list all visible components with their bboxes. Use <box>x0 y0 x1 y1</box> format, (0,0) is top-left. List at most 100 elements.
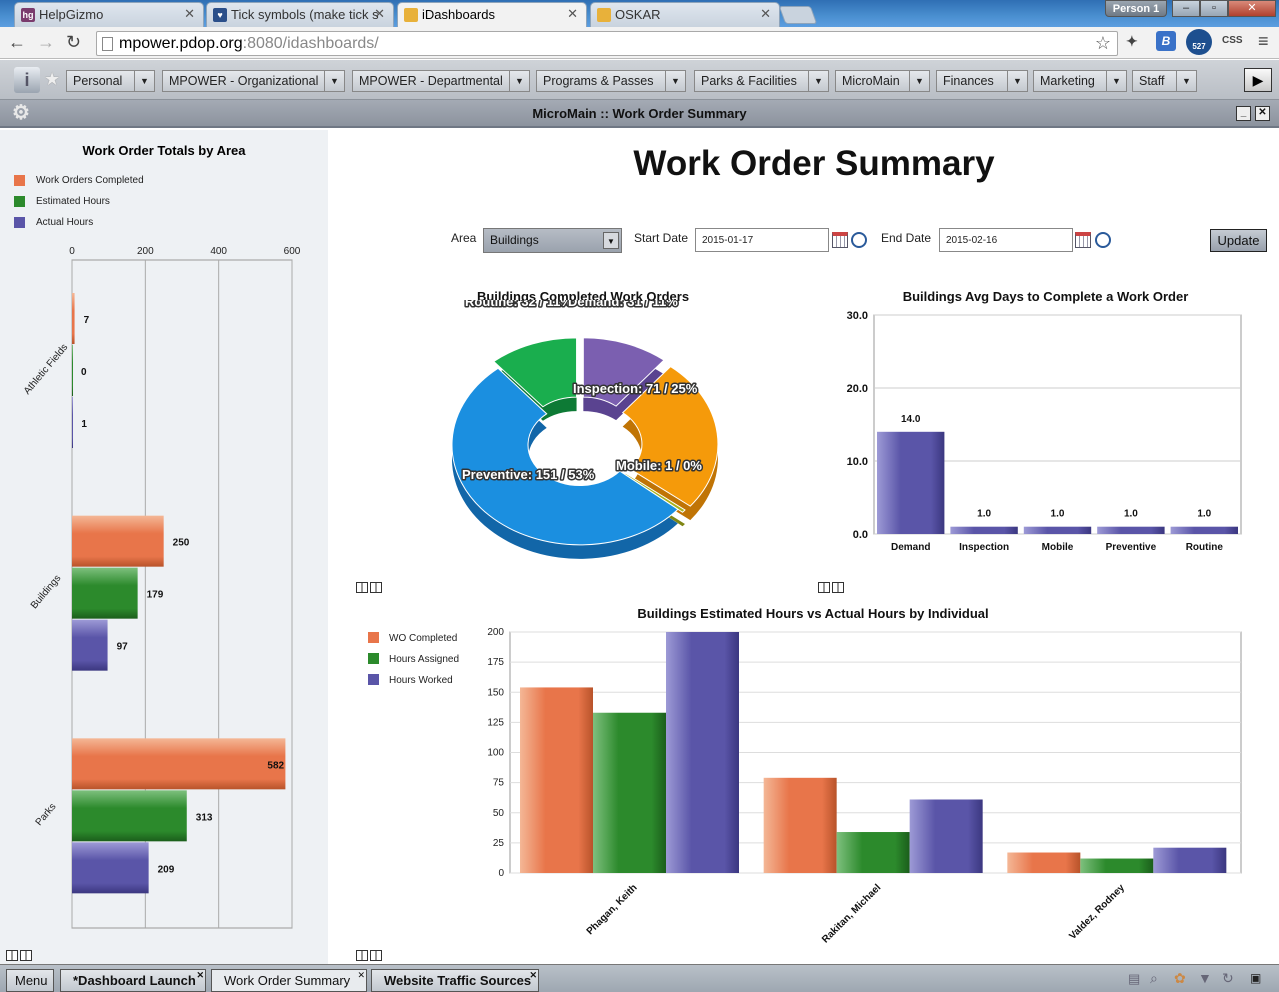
favorites-star-icon[interactable]: ★ <box>44 69 61 89</box>
menu-label: Parks & Facilities <box>701 74 797 88</box>
clock-icon[interactable] <box>851 232 867 248</box>
browser-tab-tick-symbols[interactable]: ♥ Tick symbols (make tick s ✕ <box>206 2 394 27</box>
dashboard-title: MicroMain :: Work Order Summary <box>532 106 747 121</box>
idashboards-logo-icon[interactable]: i <box>14 67 40 93</box>
pin-icon[interactable]: ▼ <box>1198 970 1212 986</box>
close-window-button[interactable]: ✕ <box>1228 0 1276 17</box>
end-date-input[interactable]: 2015-02-16 <box>939 228 1073 252</box>
browser-tab-oskar[interactable]: OSKAR ✕ <box>590 2 780 27</box>
menu-icon[interactable]: ≡ <box>1258 31 1269 51</box>
tab-label: Website Traffic Sources <box>384 973 532 988</box>
tab-dashboard-launch[interactable]: *Dashboard Launch ✕ <box>60 969 206 992</box>
browser-tab-helpgizmo[interactable]: hg HelpGizmo ✕ <box>14 2 204 27</box>
close-icon[interactable]: ✕ <box>567 6 578 21</box>
menu-label: Staff <box>1139 74 1165 88</box>
extension-badge-icon[interactable]: 527 <box>1186 29 1212 55</box>
area-select[interactable]: Buildings ▼ <box>483 228 622 253</box>
start-date-input[interactable]: 2015-01-17 <box>695 228 829 252</box>
menu-parks-facilities[interactable]: Parks & Facilities ▼ <box>694 70 829 92</box>
data-label: 7 <box>84 315 90 326</box>
search-icon[interactable]: ⌕ <box>1150 970 1158 986</box>
menu-micromain[interactable]: MicroMain ▼ <box>835 70 930 92</box>
close-icon[interactable]: ✕ <box>1255 106 1270 121</box>
clock-icon[interactable] <box>1095 232 1111 248</box>
x-tick-label: Phagan, Keith <box>585 882 640 937</box>
menu-staff[interactable]: Staff ▼ <box>1132 70 1197 92</box>
profile-button[interactable]: Person 1 <box>1105 0 1167 17</box>
pane-toggle-icon[interactable] <box>370 582 382 593</box>
forward-arrow-icon[interactable]: → <box>37 32 55 52</box>
extension-b-icon[interactable]: B <box>1156 31 1176 51</box>
menu-finances[interactable]: Finances ▼ <box>936 70 1028 92</box>
menu-button[interactable]: Menu <box>6 969 54 992</box>
extension-puzzle-icon[interactable]: ✦ <box>1126 33 1138 49</box>
menu-label: MPOWER - Departmental <box>359 74 503 88</box>
reload-icon[interactable]: ↻ <box>66 32 82 52</box>
play-icon[interactable]: ▶ <box>1244 68 1272 92</box>
palette-icon[interactable]: ✿ <box>1174 970 1186 986</box>
menu-mpower-organizational[interactable]: MPOWER - Organizational ▼ <box>162 70 345 92</box>
tab-work-order-summary[interactable]: Work Order Summary ✕ <box>211 969 367 992</box>
minimize-icon[interactable]: _ <box>1236 106 1251 121</box>
refresh-icon[interactable]: ↻ <box>1222 970 1234 986</box>
slice-label: Demand: 31 / 11% <box>568 300 678 309</box>
close-icon[interactable]: ✕ <box>357 970 365 980</box>
pane-toggle-icon[interactable] <box>818 582 830 593</box>
chevron-down-icon[interactable]: ▼ <box>134 71 154 91</box>
close-icon[interactable]: ✕ <box>529 970 537 980</box>
extension-css-icon[interactable]: CSS <box>1222 35 1243 46</box>
back-arrow-icon[interactable]: ← <box>8 32 26 52</box>
bookmark-star-icon[interactable]: ☆ <box>1094 33 1111 53</box>
pane-toggle-icon[interactable] <box>370 950 382 961</box>
chevron-down-icon[interactable]: ▼ <box>603 232 619 249</box>
close-icon[interactable]: ✕ <box>760 6 771 21</box>
close-icon[interactable]: ✕ <box>374 6 385 21</box>
chevron-down-icon[interactable]: ▼ <box>1007 71 1027 91</box>
legend-label: Hours Assigned <box>389 654 459 665</box>
pie-slice <box>621 365 719 507</box>
chevron-down-icon[interactable]: ▼ <box>1106 71 1126 91</box>
data-label: 1.0 <box>1197 509 1211 520</box>
pane-toggle-icon[interactable] <box>356 582 368 593</box>
legend-item[interactable]: Estimated Hours <box>14 196 110 207</box>
calendar-icon[interactable] <box>1075 232 1091 248</box>
legend-item[interactable]: Work Orders Completed <box>14 175 144 186</box>
chevron-down-icon[interactable]: ▼ <box>808 71 828 91</box>
legend-item[interactable]: Actual Hours <box>14 217 93 228</box>
calendar-icon[interactable] <box>832 232 848 248</box>
pane-toggle-icon[interactable] <box>356 950 368 961</box>
keyboard-icon[interactable]: ▤ <box>1128 971 1141 986</box>
pane-toggle-icon[interactable] <box>6 950 18 961</box>
close-icon[interactable]: ✕ <box>196 970 204 980</box>
data-label: 0 <box>81 367 87 378</box>
maximize-window-button[interactable]: ▫ <box>1200 0 1228 17</box>
close-icon[interactable]: ✕ <box>184 6 195 21</box>
pane-toggle-icon[interactable] <box>832 582 844 593</box>
gear-icon[interactable]: ⚙ <box>12 102 30 124</box>
update-button[interactable]: Update <box>1210 229 1267 252</box>
chevron-down-icon[interactable]: ▼ <box>665 71 685 91</box>
bar <box>520 687 593 873</box>
minimize-window-button[interactable]: – <box>1172 0 1200 17</box>
pane-toggle-icon[interactable] <box>20 950 32 961</box>
data-label: 97 <box>117 642 129 653</box>
x-tick-label: Rakitan, Michael <box>820 882 883 945</box>
legend-label: Hours Worked <box>389 675 453 686</box>
chevron-down-icon[interactable]: ▼ <box>909 71 929 91</box>
completed-work-orders-pie-chart: Routine: 32 / 11%Demand: 31 / 11% Inspect… <box>451 300 719 559</box>
menu-programs-passes[interactable]: Programs & Passes ▼ <box>536 70 686 92</box>
address-bar[interactable]: mpower.pdop.org:8080/idashboards/ ☆ <box>96 31 1118 56</box>
menu-mpower-departmental[interactable]: MPOWER - Departmental ▼ <box>352 70 530 92</box>
menu-marketing[interactable]: Marketing ▼ <box>1033 70 1127 92</box>
new-tab-button[interactable] <box>778 6 818 24</box>
chevron-down-icon[interactable]: ▼ <box>324 71 344 91</box>
slideshow-icon[interactable]: ▣ <box>1250 971 1262 985</box>
browser-tab-idashboards[interactable]: iDashboards ✕ <box>397 2 587 27</box>
x-tick-label: Mobile <box>1042 542 1074 553</box>
data-label: 313 <box>196 812 213 823</box>
tab-website-traffic-sources[interactable]: Website Traffic Sources ✕ <box>371 969 539 992</box>
chevron-down-icon[interactable]: ▼ <box>1176 71 1196 91</box>
chevron-down-icon[interactable]: ▼ <box>509 71 529 91</box>
menu-personal[interactable]: Personal ▼ <box>66 70 155 92</box>
data-label: 1 <box>81 419 87 430</box>
